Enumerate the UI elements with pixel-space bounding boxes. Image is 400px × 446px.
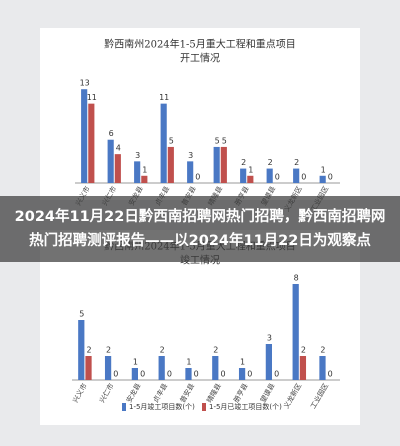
data-label: 0 [167, 370, 172, 379]
data-label: 0 [195, 173, 200, 182]
bar [160, 103, 167, 183]
data-label: 3 [188, 151, 193, 160]
data-label: 11 [87, 93, 97, 102]
bar [293, 168, 300, 183]
data-label: 5 [215, 136, 220, 145]
data-label: 0 [274, 370, 279, 379]
data-label: 6 [109, 129, 114, 138]
bar [213, 146, 220, 183]
bar [240, 168, 247, 183]
bar [78, 320, 85, 380]
data-label: 0 [140, 370, 145, 379]
legend-swatch [122, 403, 126, 411]
data-label: 8 [294, 274, 299, 283]
data-label: 5 [79, 310, 84, 319]
data-label: 5 [222, 136, 227, 145]
bar [319, 356, 326, 380]
data-label: 13 [80, 79, 90, 88]
data-label: 0 [220, 370, 225, 379]
bar [220, 146, 227, 183]
bar [134, 161, 141, 183]
bar [158, 356, 165, 380]
data-label: 3 [267, 334, 272, 343]
data-label: 2 [86, 346, 91, 355]
chart-title: 黔西南州2024年1-5月重大工程和重点项目 [104, 38, 296, 51]
data-label: 2 [268, 158, 273, 167]
data-label: 0 [328, 370, 333, 379]
bar [319, 175, 326, 183]
data-label: 0 [113, 370, 118, 379]
data-label: 0 [194, 370, 199, 379]
data-label: 1 [186, 358, 191, 367]
bar [107, 139, 114, 183]
banner: 2024年11月22日黔西南招聘网热门招聘，黔西南招聘网热门招聘测评报告——以2… [0, 196, 400, 262]
bar [238, 368, 246, 380]
data-label: 2 [160, 346, 165, 355]
bar [85, 356, 92, 380]
legend-label: 1-5月已竣工项目数(个) [209, 402, 282, 411]
bar [104, 356, 112, 380]
data-label: 2 [241, 158, 246, 167]
bar [266, 168, 273, 183]
data-label: 2 [294, 158, 299, 167]
data-label: 0 [301, 173, 306, 182]
data-label: 2 [301, 346, 306, 355]
data-label: 5 [169, 136, 174, 145]
data-label: 1 [321, 165, 326, 174]
data-label: 2 [213, 346, 218, 355]
chart-subtitle: 开工情况 [180, 52, 220, 65]
bar [81, 89, 88, 183]
bar [88, 103, 95, 183]
data-label: 11 [159, 93, 169, 102]
bar [265, 344, 272, 380]
bar [299, 356, 307, 380]
legend-label: 1-5月竣工项目数(个) [129, 402, 195, 411]
data-label: 3 [135, 151, 140, 160]
bar [212, 356, 219, 380]
bar [185, 368, 192, 380]
data-label: 4 [116, 144, 121, 153]
chart-card [40, 230, 360, 425]
bar [247, 175, 254, 183]
legend-swatch [202, 403, 206, 411]
bar [187, 161, 194, 183]
bar [114, 154, 121, 183]
data-label: 1 [142, 165, 147, 174]
bar [167, 146, 174, 183]
data-label: 1 [133, 358, 138, 367]
data-label: 0 [275, 173, 280, 182]
data-label: 0 [247, 370, 252, 379]
banner-title: 2024年11月22日黔西南招聘网热门招聘，黔西南招聘网热门招聘测评报告——以2… [14, 209, 386, 249]
data-label: 2 [106, 346, 111, 355]
data-label: 1 [240, 358, 245, 367]
data-label: 2 [320, 346, 325, 355]
bar [292, 284, 299, 380]
data-label: 0 [328, 173, 333, 182]
data-label: 1 [248, 165, 253, 174]
bar [131, 368, 138, 380]
bar [141, 175, 148, 183]
